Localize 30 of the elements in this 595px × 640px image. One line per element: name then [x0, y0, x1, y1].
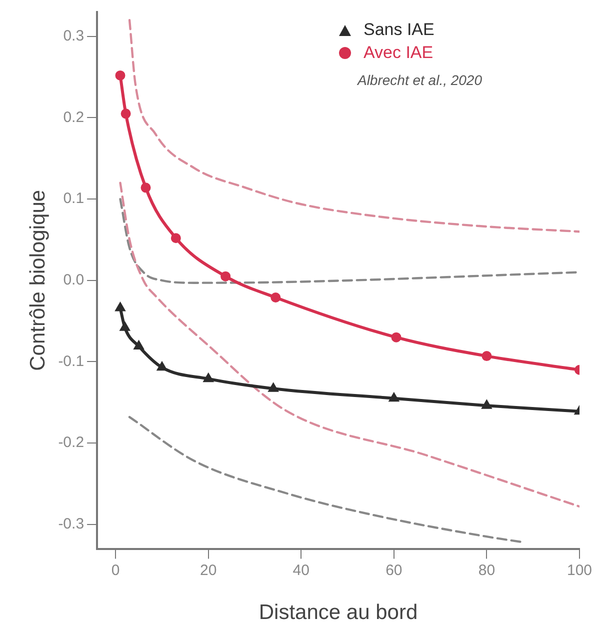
y-tick-label: -0.3 [58, 516, 84, 533]
y-tick-label: 0.3 [63, 28, 84, 45]
line-series [119, 198, 580, 284]
point [120, 108, 131, 119]
point [482, 351, 492, 362]
point [140, 182, 151, 193]
x-axis-title: Distance au bord [258, 601, 418, 624]
y-tick-label: -0.2 [58, 434, 84, 452]
point [157, 362, 167, 371]
point [220, 271, 231, 282]
y-tick-label: 0.0 [63, 272, 84, 289]
legend-label: Sans IAE [363, 20, 434, 40]
point [115, 70, 126, 80]
line-series [128, 19, 580, 233]
y-tick-label: 0.1 [63, 190, 84, 208]
x-tick-label: 20 [200, 562, 217, 579]
legend-label: Avec IAE [363, 43, 434, 63]
y-tick-label: 0.2 [63, 108, 84, 126]
x-tick-label: 80 [478, 562, 496, 579]
x-tick-label: 100 [566, 562, 592, 579]
point [170, 233, 181, 244]
x-tick-label: 60 [386, 562, 402, 579]
annotation: Albrecht et al., 2020 [357, 72, 482, 88]
y-axis-title: Contrôle biologique [26, 190, 50, 371]
y-tick-label: -0.1 [58, 352, 84, 370]
x-tick-label: 0 [111, 562, 120, 579]
x-tick-label: 40 [292, 562, 310, 579]
point [391, 332, 402, 342]
line-series [119, 182, 580, 508]
point [270, 292, 281, 302]
